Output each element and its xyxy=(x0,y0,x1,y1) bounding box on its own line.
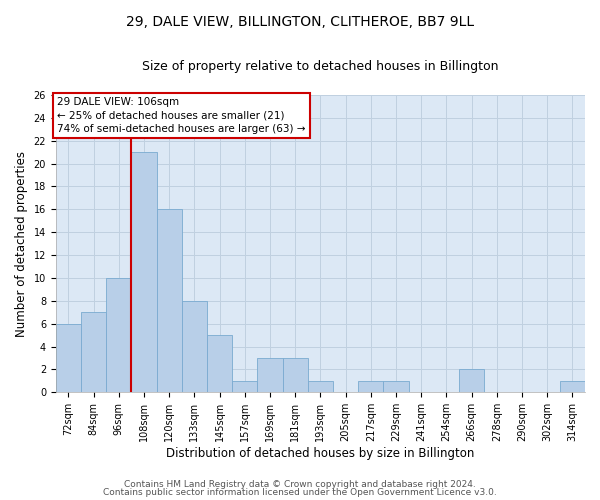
Text: 29, DALE VIEW, BILLINGTON, CLITHEROE, BB7 9LL: 29, DALE VIEW, BILLINGTON, CLITHEROE, BB… xyxy=(126,15,474,29)
Bar xyxy=(131,152,157,392)
Bar xyxy=(283,358,308,392)
Bar xyxy=(257,358,283,392)
Bar xyxy=(560,381,585,392)
Bar xyxy=(358,381,383,392)
Text: Contains HM Land Registry data © Crown copyright and database right 2024.: Contains HM Land Registry data © Crown c… xyxy=(124,480,476,489)
Bar xyxy=(157,210,182,392)
Bar xyxy=(232,381,257,392)
Text: Contains public sector information licensed under the Open Government Licence v3: Contains public sector information licen… xyxy=(103,488,497,497)
Bar xyxy=(459,370,484,392)
Text: 29 DALE VIEW: 106sqm
← 25% of detached houses are smaller (21)
74% of semi-detac: 29 DALE VIEW: 106sqm ← 25% of detached h… xyxy=(57,98,305,134)
Bar xyxy=(81,312,106,392)
Bar xyxy=(207,335,232,392)
X-axis label: Distribution of detached houses by size in Billington: Distribution of detached houses by size … xyxy=(166,447,475,460)
Bar xyxy=(56,324,81,392)
Bar xyxy=(182,301,207,392)
Bar xyxy=(106,278,131,392)
Bar xyxy=(383,381,409,392)
Y-axis label: Number of detached properties: Number of detached properties xyxy=(15,150,28,336)
Title: Size of property relative to detached houses in Billington: Size of property relative to detached ho… xyxy=(142,60,499,73)
Bar xyxy=(308,381,333,392)
